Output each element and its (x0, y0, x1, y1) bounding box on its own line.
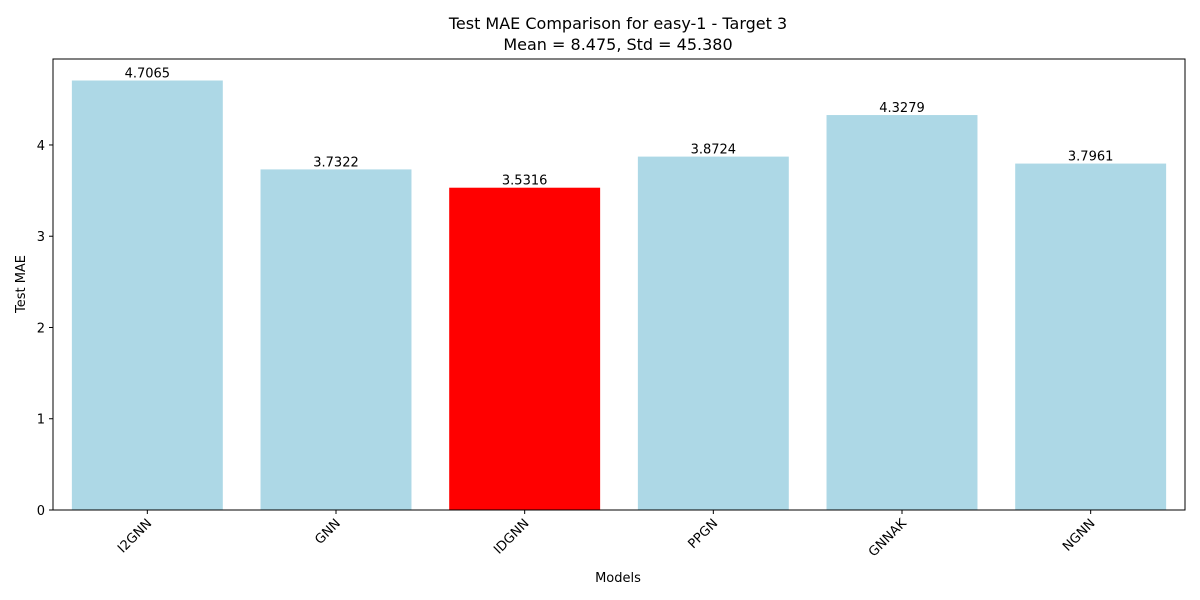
x-tick-label: NGNN (1060, 516, 1098, 554)
x-tick-label: I2GNN (115, 516, 155, 556)
y-tick-label: 4 (37, 139, 45, 154)
y-axis-label: Test MAE (14, 255, 29, 314)
bar-value-label: 4.7065 (125, 66, 171, 81)
bar-gnn (260, 169, 412, 510)
bar-idgnn (449, 187, 601, 511)
y-tick-label: 1 (37, 413, 45, 428)
bar-labels-group: 4.7065 3.7322 3.5316 3.8724 4.3279 3.7961 (125, 66, 1114, 188)
bar-value-label: 3.7961 (1068, 150, 1114, 165)
bar-ppgn (637, 156, 789, 510)
y-tick-label: 3 (37, 230, 45, 245)
x-tick-label: GNNAK (866, 516, 910, 560)
x-axis-label: Models (595, 571, 641, 586)
bar-i2gnn (71, 80, 223, 511)
y-tick-label: 2 (37, 321, 45, 336)
x-axis-ticks: I2GNN GNN IDGNN PPGN GNNAK NGNN (115, 510, 1098, 560)
y-axis-ticks: 0 1 2 3 4 (37, 139, 53, 519)
chart-subtitle: Mean = 8.475, Std = 45.380 (503, 35, 732, 54)
x-tick-label: GNN (312, 516, 343, 547)
y-tick-label: 0 (37, 504, 45, 519)
bar-value-label: 3.7322 (313, 155, 359, 170)
bars-group (71, 80, 1167, 511)
bar-value-label: 3.5316 (502, 174, 548, 189)
x-tick-label: PPGN (685, 516, 721, 552)
bar-ngnn (1015, 163, 1167, 510)
bar-value-label: 3.8724 (691, 143, 737, 158)
x-tick-label: IDGNN (491, 516, 532, 557)
plot-frame (52, 58, 1186, 511)
bar-value-label: 4.3279 (879, 101, 925, 116)
chart-title: Test MAE Comparison for easy-1 - Target … (448, 14, 787, 33)
bar-gnnak (826, 115, 978, 511)
